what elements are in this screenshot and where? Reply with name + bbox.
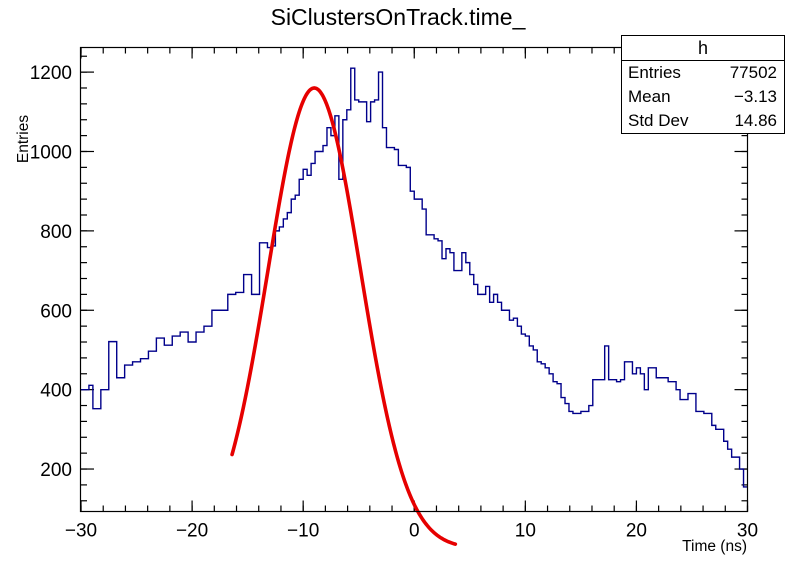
- gaussian-fit-curve: [230, 86, 458, 546]
- stats-title: h: [622, 36, 784, 61]
- svg-text:200: 200: [40, 460, 72, 481]
- svg-text:−20: −20: [176, 521, 208, 542]
- stats-value: 14.86: [734, 111, 777, 130]
- svg-text:−30: −30: [65, 521, 97, 542]
- svg-text:600: 600: [40, 301, 72, 322]
- svg-text:0: 0: [409, 521, 420, 542]
- svg-text:800: 800: [40, 222, 72, 243]
- stats-row: Entries 77502: [622, 61, 784, 85]
- svg-text:400: 400: [40, 381, 72, 402]
- stats-key: Mean: [628, 87, 671, 106]
- svg-text:1000: 1000: [30, 142, 72, 163]
- stats-box: h Entries 77502 Mean −3.13 Std Dev 14.86: [621, 35, 785, 134]
- svg-text:−10: −10: [287, 521, 319, 542]
- stats-value: −3.13: [733, 87, 777, 106]
- stats-key: Std Dev: [628, 111, 689, 130]
- x-axis-label: Time (ns): [682, 538, 747, 555]
- svg-text:1200: 1200: [30, 63, 72, 84]
- axis-tick-labels: −30 −20 −10 0 10 20 30 200 400 600 800 1000 1200: [30, 63, 758, 541]
- plot-frame: [79, 46, 749, 513]
- stats-key: Entries: [628, 63, 681, 82]
- stats-value: 77502: [729, 63, 777, 82]
- stats-rows: Entries 77502 Mean −3.13 Std Dev 14.86: [622, 61, 784, 133]
- histogram-series: [81, 67, 748, 488]
- stats-row: Std Dev 14.86: [622, 109, 784, 133]
- stats-row: Mean −3.13: [622, 85, 784, 109]
- svg-text:20: 20: [626, 521, 647, 542]
- chart-title: SiClustersOnTrack.time_: [270, 4, 526, 30]
- svg-text:10: 10: [515, 521, 536, 542]
- svg-text:30: 30: [737, 521, 758, 542]
